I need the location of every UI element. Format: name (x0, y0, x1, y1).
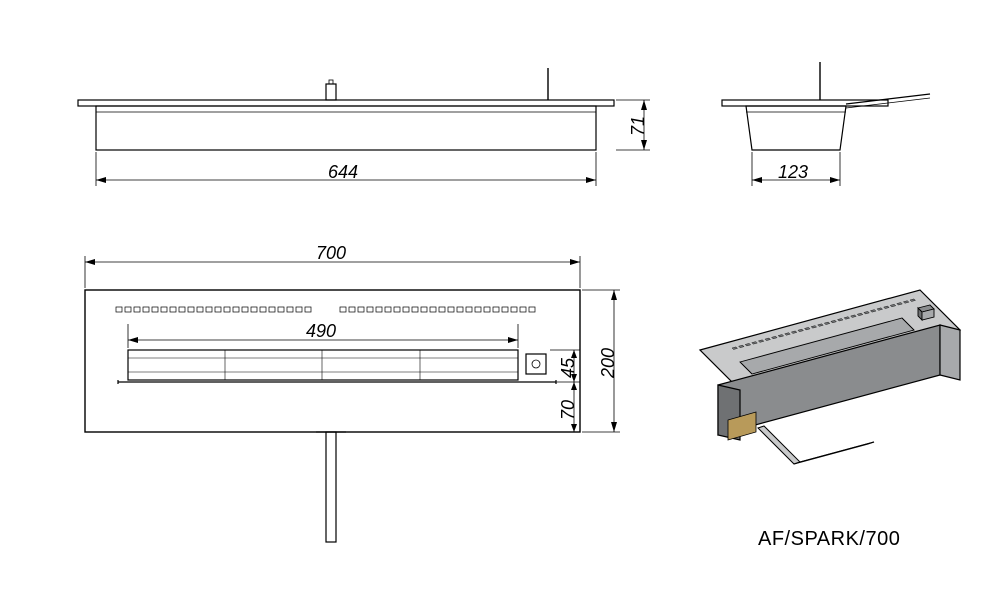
product-code-label: AF/SPARK/700 (758, 528, 900, 551)
dim-70-label: 70 (558, 400, 579, 420)
drawing-canvas: 644 71 123 700 490 200 45 70 AF/SPARK/70… (0, 0, 998, 613)
dim-490-label: 490 (306, 321, 336, 342)
dim-71-label: 71 (628, 116, 649, 136)
dim-45-label: 45 (558, 358, 579, 378)
dim-644-label: 644 (328, 162, 358, 183)
dim-123-label: 123 (778, 162, 808, 183)
dim-200-label: 200 (598, 348, 619, 378)
isometric-view (0, 0, 998, 613)
dim-700-label: 700 (316, 243, 346, 264)
